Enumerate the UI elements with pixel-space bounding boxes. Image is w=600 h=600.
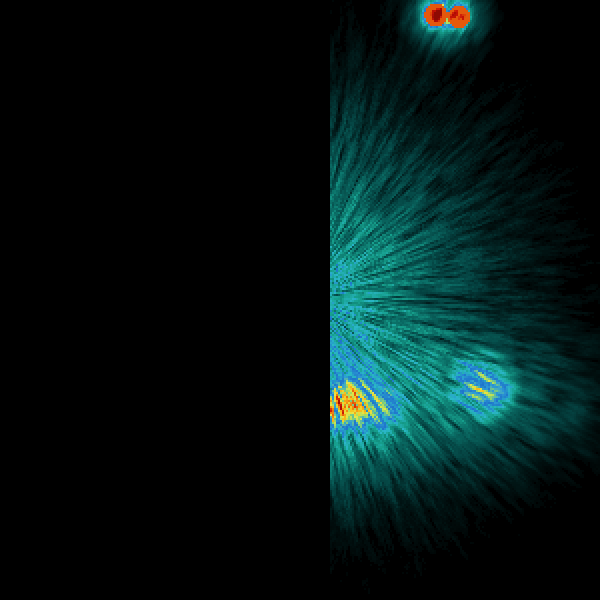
radar-display: Radar Reflectivity Display dBZ nws-refle… [0,0,600,600]
radar-reflectivity-canvas [0,0,600,600]
